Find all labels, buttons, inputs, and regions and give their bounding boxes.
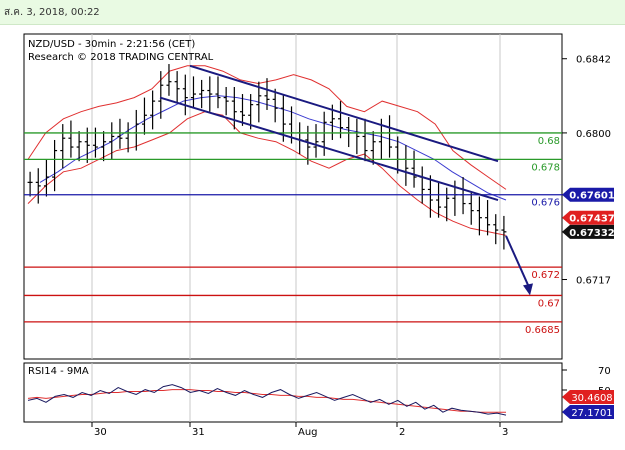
ohlc-bar	[256, 81, 262, 123]
ohlc-bar	[52, 139, 58, 192]
ohlc-bar	[248, 94, 254, 130]
lower-band	[27, 111, 507, 236]
ohlc-bar	[436, 182, 442, 218]
x-tick-label: 30	[94, 427, 107, 438]
rsi-badge: 30.4608	[562, 390, 614, 404]
projection-arrow-line	[505, 235, 531, 290]
ohlc-bar	[215, 76, 221, 109]
ohlc-bar	[444, 187, 450, 222]
level-label: 0.6685	[525, 325, 560, 336]
ohlc-bar	[166, 64, 172, 96]
y-tick-label: 0.6842	[576, 55, 611, 66]
ohlc-bar	[493, 214, 499, 245]
credit-label: Research © 2018 TRADING CENTRAL	[28, 52, 214, 63]
badge-shape	[562, 224, 614, 239]
ohlc-bar	[68, 120, 74, 158]
rsi-line	[27, 384, 507, 416]
ohlc-bar	[60, 124, 66, 169]
level-label: 0.68	[538, 136, 560, 147]
ohlc-bar	[501, 215, 507, 250]
symbol-label: NZD/USD - 30min - 2:21:56 (CET)	[28, 39, 195, 50]
ohlc-bar	[272, 88, 278, 123]
ohlc-bar	[27, 171, 33, 197]
badge-label: 27.1701	[571, 408, 612, 419]
ohlc-bar	[280, 94, 286, 142]
ohlc-bar	[468, 192, 474, 225]
price-badge: 0.67332	[562, 224, 615, 239]
badge-label: 0.67601	[569, 191, 615, 202]
level-label: 0.672	[531, 270, 560, 281]
y-tick-label: 0.6717	[576, 276, 611, 287]
x-tick-label: 31	[192, 427, 205, 438]
badge-shape	[562, 187, 614, 202]
level-label: 0.676	[531, 198, 560, 209]
ohlc-bar	[35, 168, 41, 204]
ohlc-bar	[174, 71, 180, 103]
badge-shape	[562, 405, 614, 419]
projection-arrow-head	[523, 283, 533, 296]
ohlc-bar	[117, 118, 123, 149]
badge-label: 0.67332	[569, 228, 615, 239]
window-title-bar: ส.ค. 3, 2018, 00:22	[0, 0, 625, 25]
x-tick-label: 3	[502, 427, 508, 438]
badge-shape	[562, 210, 614, 225]
y-tick-label: 0.6800	[576, 129, 611, 140]
ohlc-bar	[158, 71, 164, 119]
channel-lower-line	[159, 96, 499, 201]
ohlc-bar	[199, 79, 205, 109]
badge-label: 30.4608	[571, 393, 612, 404]
ohlc-bar	[338, 101, 344, 139]
level-label: 0.67	[538, 298, 560, 309]
ohlc-bar	[485, 200, 491, 236]
ohlc-bar	[411, 150, 417, 188]
price-badge: 0.67437	[562, 210, 615, 225]
ohlc-bar	[207, 76, 213, 112]
x-tick-label: Aug	[298, 427, 318, 438]
ohlc-bar	[109, 122, 115, 160]
badge-label: 0.67437	[569, 214, 615, 225]
ohlc-bar	[43, 159, 49, 197]
x-tick-label: 2	[399, 427, 405, 438]
ohlc-bar	[150, 90, 156, 130]
ohlc-bar	[141, 97, 147, 135]
badge-shape	[562, 390, 614, 404]
price-panel	[23, 33, 563, 360]
ohlc-bar	[231, 86, 237, 130]
level-label: 0.678	[531, 162, 560, 173]
ohlc-bar	[476, 196, 482, 236]
ohlc-bar	[239, 94, 245, 126]
ohlc-bar	[264, 78, 270, 110]
ohlc-bar	[76, 131, 82, 162]
price-badge: 0.67601	[562, 187, 615, 202]
ohlc-bar	[427, 175, 433, 218]
ohlc-bar	[321, 111, 327, 156]
ohlc-bar	[223, 86, 229, 116]
rsi-label: RSI14 - 9MA	[28, 366, 89, 377]
channel-upper-line	[189, 64, 499, 163]
rsi-tick-label: 70	[598, 366, 611, 377]
moving-average	[39, 95, 507, 201]
timestamp-label: ส.ค. 3, 2018, 00:22	[4, 7, 100, 18]
ohlc-bar	[182, 74, 188, 116]
ohlc-bar	[190, 76, 196, 109]
ohlc-bar	[101, 131, 107, 162]
rsi-badge: 27.1701	[562, 405, 614, 419]
ohlc-bar	[313, 124, 319, 158]
ohlc-bar	[362, 118, 368, 162]
